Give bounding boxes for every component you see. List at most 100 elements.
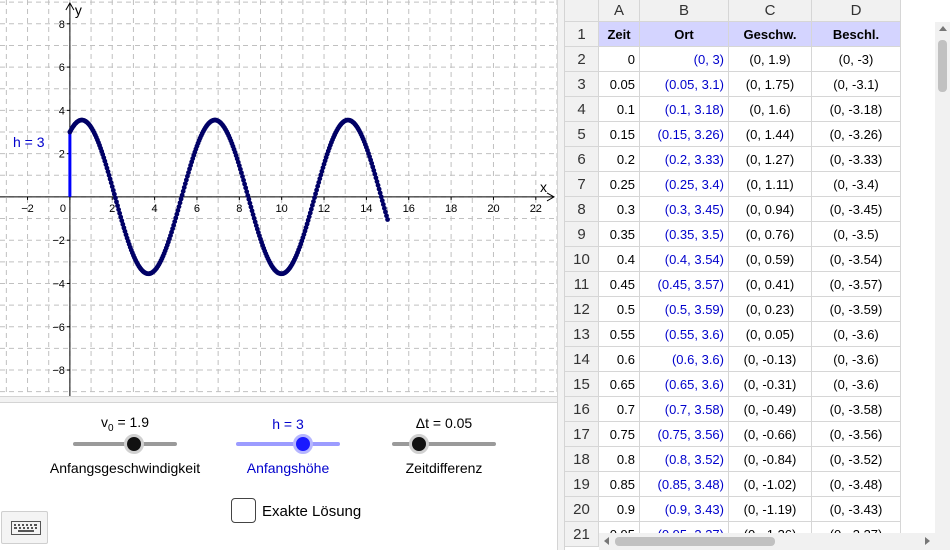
table-cell[interactable]: (0.3, 3.45) xyxy=(640,197,729,222)
function-plot[interactable]: x y −2 0 2 4 6 8 10 12 14 16 18 20 22 8 6 4 2 −2 −4 −6 −8 xyxy=(0,0,557,396)
table-cell[interactable]: 0.5 xyxy=(599,297,640,322)
table-cell[interactable]: (0, -3.43) xyxy=(812,497,901,522)
trajectory-point[interactable] xyxy=(250,212,256,217)
trajectory-point[interactable] xyxy=(385,217,390,222)
trajectory-point[interactable] xyxy=(314,187,320,193)
table-cell[interactable]: (0, -3.45) xyxy=(812,197,901,222)
table-cell[interactable]: (0, 0.76) xyxy=(729,222,812,247)
table-cell[interactable]: (0, 1.27) xyxy=(729,147,812,172)
trajectory-point[interactable] xyxy=(114,199,119,205)
table-cell[interactable]: (0, -3.1) xyxy=(812,72,901,97)
dt-slider[interactable]: Δt = 0.05 Zeitdifferenz xyxy=(344,403,544,483)
table-cell[interactable]: (0, 3) xyxy=(640,47,729,72)
table-cell[interactable]: (0, 1.11) xyxy=(729,172,812,197)
trajectory-point[interactable] xyxy=(110,187,116,193)
spreadsheet-view[interactable]: A B C D 1 2 3 4 5 6 7 8 9 10 11 12 13 14 15 16 17 18 19 20 21 Zei… xyxy=(565,0,950,550)
row-header[interactable]: 6 xyxy=(565,147,599,172)
trajectory-point[interactable] xyxy=(305,217,311,223)
header-cell[interactable]: Zeit xyxy=(599,22,640,47)
trajectory-point[interactable] xyxy=(373,175,379,181)
table-cell[interactable]: (0.5, 3.59) xyxy=(640,297,729,322)
table-cell[interactable]: 0.3 xyxy=(599,197,640,222)
trajectory-point[interactable] xyxy=(109,184,115,189)
trajectory-point[interactable] xyxy=(248,204,254,210)
table-cell[interactable]: (0, -3.6) xyxy=(812,322,901,347)
trajectory-point[interactable] xyxy=(249,208,255,214)
row-header[interactable]: 7 xyxy=(565,172,599,197)
table-cell[interactable]: 0.35 xyxy=(599,222,640,247)
table-cell[interactable]: 0.05 xyxy=(599,72,640,97)
table-cell[interactable]: (0, -0.31) xyxy=(729,372,812,397)
trajectory-point[interactable] xyxy=(313,191,318,197)
table-cell[interactable]: 0.1 xyxy=(599,97,640,122)
trajectory-point[interactable] xyxy=(383,209,388,215)
table-cell[interactable]: 0.2 xyxy=(599,147,640,172)
table-cell[interactable]: (0, 1.9) xyxy=(729,47,812,72)
table-cell[interactable]: (0.1, 3.18) xyxy=(640,97,729,122)
header-cell[interactable]: Beschl. xyxy=(812,22,901,47)
row-header[interactable]: 4 xyxy=(565,97,599,122)
row-header[interactable]: 1 xyxy=(565,22,599,47)
row-header[interactable]: 14 xyxy=(565,347,599,372)
trajectory-point[interactable] xyxy=(306,214,312,220)
trajectory-point[interactable] xyxy=(177,200,183,206)
trajectory-point[interactable] xyxy=(115,203,120,209)
table-cell[interactable]: (0, -3.33) xyxy=(812,147,901,172)
table-cell[interactable]: (0, -3.26) xyxy=(812,122,901,147)
table-cell[interactable]: (0.8, 3.52) xyxy=(640,447,729,472)
table-cell[interactable]: (0, -0.13) xyxy=(729,347,812,372)
header-cell[interactable]: Ort xyxy=(640,22,729,47)
trajectory-point[interactable] xyxy=(311,199,316,204)
trajectory-point[interactable] xyxy=(378,194,384,200)
trajectory-point[interactable] xyxy=(186,170,191,175)
trajectory-point[interactable] xyxy=(113,195,118,201)
table-cell[interactable]: (0.7, 3.58) xyxy=(640,397,729,422)
table-cell[interactable]: (0, 1.44) xyxy=(729,122,812,147)
table-cell[interactable]: 0.75 xyxy=(599,422,640,447)
trajectory-point[interactable] xyxy=(247,200,253,206)
table-cell[interactable]: 0.8 xyxy=(599,447,640,472)
v0-slider-knob[interactable] xyxy=(124,434,144,454)
row-header[interactable]: 8 xyxy=(565,197,599,222)
trajectory-point[interactable] xyxy=(371,168,377,173)
table-cell[interactable]: 0.15 xyxy=(599,122,640,147)
row-header[interactable]: 13 xyxy=(565,322,599,347)
table-cell[interactable]: (0, 0.23) xyxy=(729,297,812,322)
table-cell[interactable]: (0, 0.59) xyxy=(729,247,812,272)
table-cell[interactable]: (0, -1.19) xyxy=(729,497,812,522)
column-header-c[interactable]: C xyxy=(729,0,812,22)
table-cell[interactable]: 0.45 xyxy=(599,272,640,297)
trajectory-point[interactable] xyxy=(241,177,246,183)
trajectory-point[interactable] xyxy=(246,196,252,202)
trajectory-point[interactable] xyxy=(376,186,382,192)
trajectory-point[interactable] xyxy=(118,214,124,220)
table-cell[interactable]: (0, -3.5) xyxy=(812,222,901,247)
trajectory-point[interactable] xyxy=(242,181,248,187)
trajectory-point[interactable] xyxy=(380,202,386,207)
table-cell[interactable]: 0.7 xyxy=(599,397,640,422)
trajectory-point[interactable] xyxy=(244,189,250,195)
vertical-scrollbar[interactable] xyxy=(935,22,950,527)
table-cell[interactable]: (0.05, 3.1) xyxy=(640,72,729,97)
row-header[interactable]: 20 xyxy=(565,497,599,522)
table-cell[interactable]: (0, 0.94) xyxy=(729,197,812,222)
trajectory-point[interactable] xyxy=(237,166,243,172)
header-cell[interactable]: Geschw. xyxy=(729,22,812,47)
v0-slider[interactable]: v0 = 1.9 Anfangsgeschwindigkeit xyxy=(25,403,225,483)
table-cell[interactable]: 0.25 xyxy=(599,172,640,197)
dt-slider-knob[interactable] xyxy=(409,434,429,454)
trajectory-point[interactable] xyxy=(374,179,380,184)
column-header-a[interactable]: A xyxy=(599,0,640,22)
table-cell[interactable]: (0, 1.6) xyxy=(729,97,812,122)
column-header-d[interactable]: D xyxy=(812,0,901,22)
trajectory-point[interactable] xyxy=(316,180,322,185)
trajectory-point[interactable] xyxy=(176,204,182,210)
trajectory-point[interactable] xyxy=(108,180,114,186)
trajectory-point[interactable] xyxy=(243,185,249,191)
trajectory-point[interactable] xyxy=(309,202,315,208)
table-cell[interactable]: (0, -0.84) xyxy=(729,447,812,472)
row-header[interactable]: 3 xyxy=(565,72,599,97)
table-cell[interactable]: 0.55 xyxy=(599,322,640,347)
table-cell[interactable]: (0.55, 3.6) xyxy=(640,322,729,347)
trajectory-point[interactable] xyxy=(379,198,385,204)
